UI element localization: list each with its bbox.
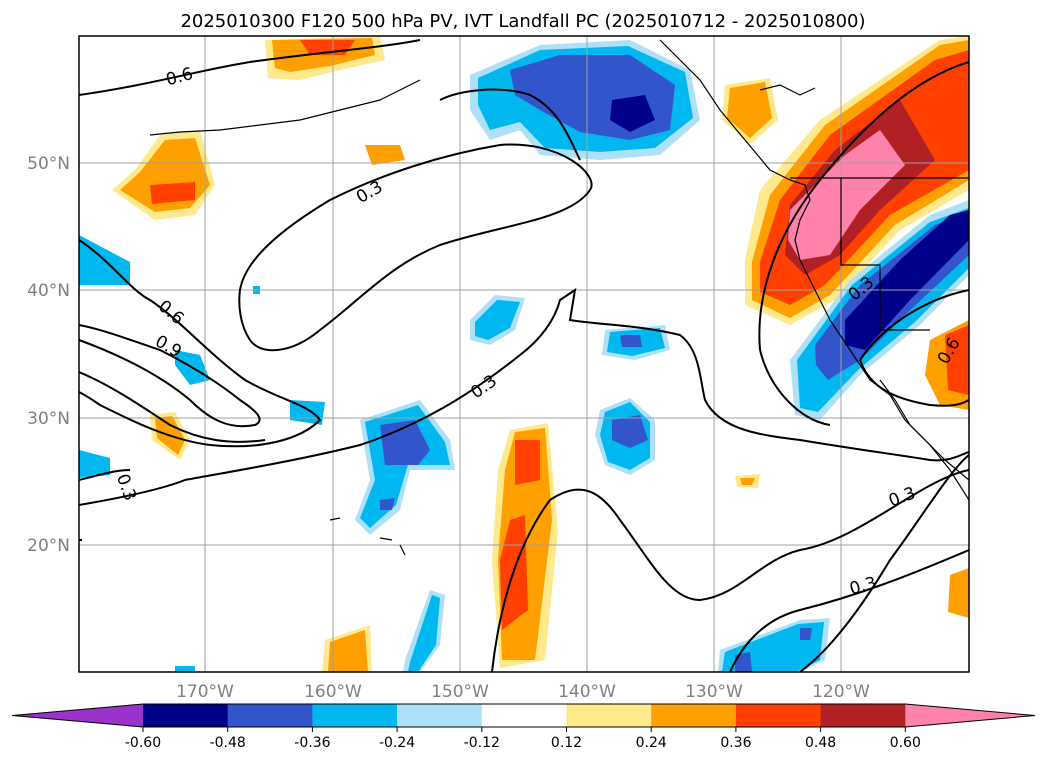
figure-title: 2025010300 F120 500 hPa PV, IVT Landfall…: [180, 11, 865, 32]
colorbar-tick-label: -0.60: [125, 735, 161, 751]
lon-label-150w: 150°W: [431, 682, 489, 702]
colorbar-segment: [481, 704, 567, 727]
colorbar-tick-label: 0.12: [551, 735, 582, 751]
lon-label-170w: 170°W: [176, 682, 234, 702]
colorbar-tick-label: -0.48: [210, 735, 246, 751]
pv-negative-anomaly-fields: [79, 40, 969, 672]
colorbar-segment: [312, 704, 398, 727]
colorbar-tick-label: -0.36: [294, 735, 330, 751]
lat-label-40n: 40°N: [27, 281, 70, 301]
pv-contours: [79, 39, 969, 672]
lon-label-160w: 160°W: [304, 682, 362, 702]
lon-label-140w: 140°W: [558, 682, 616, 702]
longitude-labels: 170°W 160°W 150°W 140°W 130°W 120°W: [176, 682, 870, 702]
lon-label-130w: 130°W: [685, 682, 743, 702]
colorbar: -0.60 -0.48 -0.36 -0.24 -0.12 0.12 0.24 0.36 0.4…: [11, 703, 1036, 751]
latitude-labels: 50°N 40°N 30°N 20°N: [27, 154, 70, 556]
colorbar-segment: [397, 704, 483, 727]
lat-label-20n: 20°N: [27, 536, 70, 556]
colorbar-tick-label: 0.60: [890, 735, 921, 751]
colorbar-extend-min: [12, 704, 143, 727]
map-border: [78, 35, 970, 673]
colorbar-tick-label: 0.24: [636, 735, 667, 751]
colorbar-segment: [735, 704, 822, 727]
map-panel: [79, 36, 969, 672]
lon-label-120w: 120°W: [812, 682, 870, 702]
colorbar-segment: [227, 704, 313, 727]
colorbar-tick-label: 0.48: [805, 735, 836, 751]
colorbar-tick-label: -0.24: [379, 735, 415, 751]
colorbar-segment: [143, 704, 229, 727]
lat-label-50n: 50°N: [27, 154, 70, 174]
colorbar-segment: [651, 704, 737, 727]
colorbar-tick-label: -0.12: [464, 735, 500, 751]
pv-positive-anomaly-fields: [112, 36, 969, 672]
colorbar-segment: [566, 704, 652, 727]
colorbar-extend-max: [905, 704, 1035, 727]
colorbar-tick-label: 0.36: [720, 735, 751, 751]
lat-label-30n: 30°N: [27, 409, 70, 429]
colorbar-segment: [820, 704, 906, 727]
